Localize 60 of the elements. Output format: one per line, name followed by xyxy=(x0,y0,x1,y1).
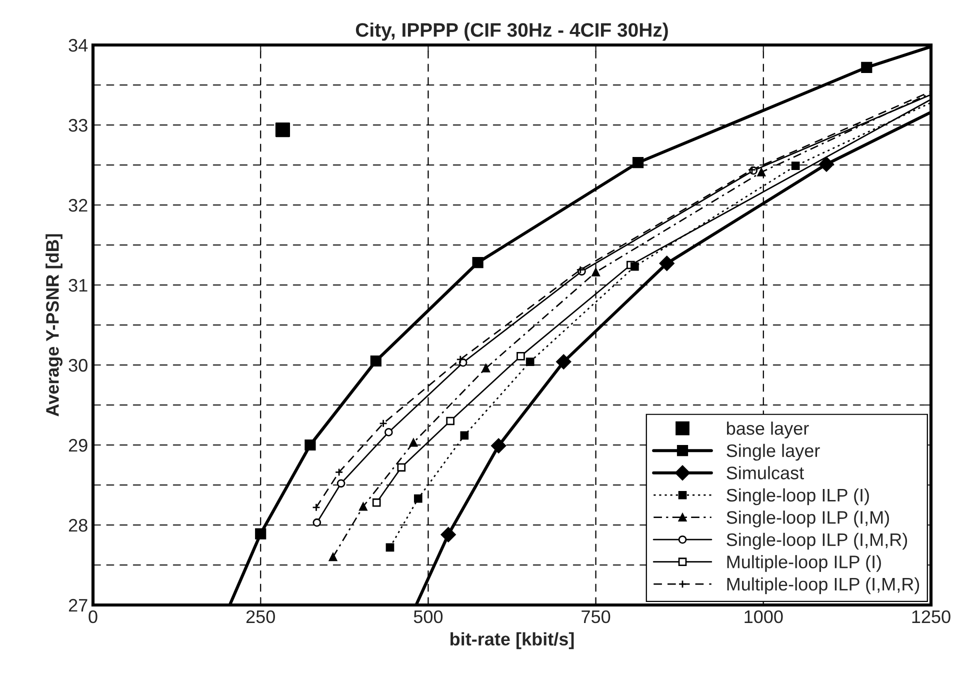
point xyxy=(359,502,368,511)
point xyxy=(592,268,600,276)
point xyxy=(791,162,800,170)
point xyxy=(516,352,525,360)
x-tick-label: 1000 xyxy=(744,610,783,624)
legend-label: Multiple-loop ILP (I) xyxy=(727,555,881,572)
y-tick-label: 27 xyxy=(68,598,88,612)
chart-title: City, IPPPP (CIF 30Hz - 4CIF 30Hz) xyxy=(356,22,668,41)
point xyxy=(861,62,872,73)
point xyxy=(372,498,381,507)
y-tick-label: 28 xyxy=(68,518,88,532)
point xyxy=(414,494,422,503)
point xyxy=(312,518,322,527)
point xyxy=(491,438,506,454)
point xyxy=(370,355,382,367)
y-tick-label: 30 xyxy=(68,358,88,372)
point xyxy=(630,262,639,271)
legend-label: Single-loop ILP (I) xyxy=(726,488,869,506)
x-tick-label: 500 xyxy=(414,610,443,624)
point xyxy=(757,168,766,176)
y-tick-label: 32 xyxy=(68,198,88,212)
y-tick-label: 31 xyxy=(68,278,88,292)
legend-label: Simulcast xyxy=(726,466,804,480)
point xyxy=(460,431,469,440)
point xyxy=(384,428,393,436)
legend-label: base layer xyxy=(727,422,809,438)
point xyxy=(304,439,316,451)
y-tick-label: 33 xyxy=(68,118,88,132)
point xyxy=(472,257,484,268)
point xyxy=(328,552,338,562)
point xyxy=(659,256,674,271)
x-tick-label: 1250 xyxy=(912,610,950,624)
point xyxy=(386,543,394,552)
legend-label: Single-loop ILP (I,M) xyxy=(726,510,889,528)
legend-label: Single layer xyxy=(726,444,820,461)
point xyxy=(446,416,454,426)
point xyxy=(632,157,644,168)
y-tick-label: 34 xyxy=(68,38,88,52)
point xyxy=(482,364,490,372)
point xyxy=(456,355,465,364)
point xyxy=(379,419,388,428)
point xyxy=(397,463,406,472)
legend-label: Single-loop ILP (I,M,R) xyxy=(726,532,908,550)
point xyxy=(255,528,266,540)
point xyxy=(334,468,344,476)
x-tick-label: 750 xyxy=(582,610,610,624)
point xyxy=(336,479,346,488)
point xyxy=(312,503,320,512)
point xyxy=(440,527,456,542)
x-tick-label: 0 xyxy=(88,610,98,624)
y-axis-title: Average Y-PSNR [dB] xyxy=(46,234,62,416)
point xyxy=(556,354,572,370)
point xyxy=(275,122,290,138)
y-tick-label: 29 xyxy=(68,438,88,452)
point xyxy=(409,438,418,447)
point xyxy=(526,358,534,366)
x-tick-label: 250 xyxy=(246,610,275,624)
legend-label: Multiple-loop ILP (I,M,R) xyxy=(727,577,920,594)
x-axis-title: bit-rate [kbit/s] xyxy=(450,632,574,650)
point xyxy=(818,156,834,172)
